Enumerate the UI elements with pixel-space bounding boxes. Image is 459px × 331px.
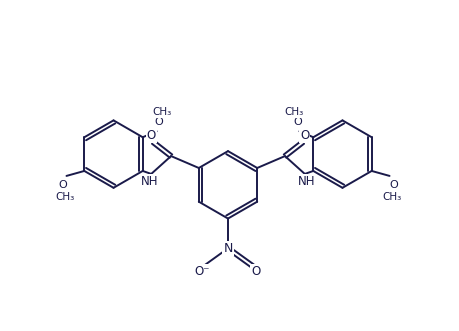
Text: O: O xyxy=(58,180,67,190)
Text: NH: NH xyxy=(298,175,315,188)
Text: O: O xyxy=(300,129,309,142)
Text: O: O xyxy=(293,118,302,127)
Text: O⁻: O⁻ xyxy=(195,264,210,278)
Text: O: O xyxy=(389,180,398,190)
Text: N: N xyxy=(224,242,233,255)
Text: CH₃: CH₃ xyxy=(55,192,74,202)
Text: CH₃: CH₃ xyxy=(382,192,401,202)
Text: O: O xyxy=(146,129,156,142)
Text: O: O xyxy=(251,264,260,278)
Text: O: O xyxy=(154,118,163,127)
Text: NH: NH xyxy=(140,175,158,188)
Text: CH₃: CH₃ xyxy=(152,108,171,118)
Text: CH₃: CH₃ xyxy=(285,108,304,118)
